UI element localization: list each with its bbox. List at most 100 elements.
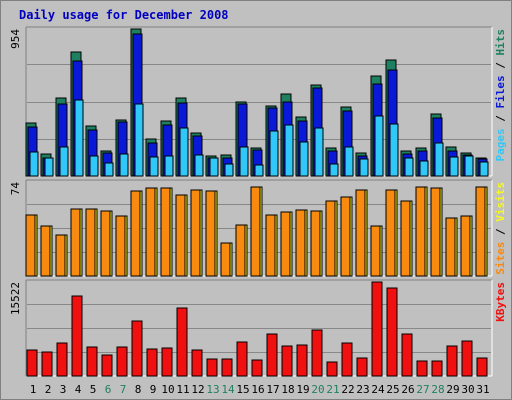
pages-bar-day-18 <box>284 124 294 177</box>
sites-bar-day-2 <box>40 225 51 277</box>
day-label: 26 <box>401 383 414 396</box>
day-label: 10 <box>161 383 174 396</box>
sites-bar-day-14 <box>220 242 231 277</box>
pages-bar-day-30 <box>464 155 474 177</box>
top-panel: 954 Pages / Files / Hits <box>9 26 507 177</box>
pages-bar-day-20 <box>314 127 324 177</box>
day-label: 14 <box>221 383 235 396</box>
chart-title: Daily usage for December 2008 <box>19 8 229 22</box>
middle-legend-part-0: Sites <box>494 242 507 275</box>
pages-bar-day-25 <box>389 123 399 177</box>
pages-bar-day-21 <box>329 163 339 177</box>
day-label: 3 <box>60 383 67 396</box>
kbytes-bar-day-17 <box>266 333 278 377</box>
pages-bar-day-4 <box>74 99 84 177</box>
pages-bar-day-2 <box>44 157 54 177</box>
day-label: 13 <box>206 383 219 396</box>
kbytes-bar-day-6 <box>101 354 113 377</box>
kbytes-bar-day-10 <box>161 347 173 377</box>
kbytes-bar-day-28 <box>431 360 443 377</box>
sites-bar-day-19 <box>295 209 306 277</box>
sites-bar-day-13 <box>205 190 216 277</box>
sites-bar-day-22 <box>340 196 351 277</box>
kbytes-bar-day-2 <box>41 351 53 377</box>
pages-bar-day-22 <box>344 146 354 177</box>
sites-bar-day-30 <box>460 215 471 277</box>
pages-bar-day-19 <box>299 141 309 177</box>
sites-bar-day-12 <box>190 189 201 277</box>
top-series-legend: Pages / Files / Hits <box>494 29 507 162</box>
pages-bar-day-16 <box>254 164 264 177</box>
day-label: 24 <box>371 383 385 396</box>
pages-bar-day-6 <box>104 162 114 177</box>
kbytes-bar-day-13 <box>206 358 218 377</box>
kbytes-bar-day-29 <box>446 345 458 377</box>
kbytes-bar-day-23 <box>356 357 368 377</box>
day-label: 29 <box>446 383 459 396</box>
pages-bar-day-23 <box>359 158 369 177</box>
pages-bar-day-26 <box>404 157 414 177</box>
pages-bar-day-15 <box>239 146 249 177</box>
day-label: 5 <box>90 383 97 396</box>
day-label: 18 <box>281 383 294 396</box>
kbytes-bar-day-30 <box>461 340 473 377</box>
middle-legend-part-2: Visits <box>494 182 507 222</box>
top-legend-part-1: / <box>494 109 507 129</box>
day-label: 22 <box>341 383 354 396</box>
day-label: 17 <box>266 383 279 396</box>
pages-bar-day-29 <box>449 156 459 177</box>
sites-bar-day-18 <box>280 211 291 277</box>
top-legend-part-2: Files <box>494 75 507 108</box>
kbytes-bar-day-27 <box>416 360 428 377</box>
day-label: 16 <box>251 383 264 396</box>
pages-bar-day-5 <box>89 155 99 177</box>
kbytes-bar-day-8 <box>131 320 143 377</box>
sites-bar-day-25 <box>385 189 396 277</box>
kbytes-bar-day-11 <box>176 307 188 377</box>
day-label: 4 <box>75 383 82 396</box>
kbytes-bar-day-1 <box>26 349 38 377</box>
pages-bar-day-10 <box>164 155 174 177</box>
day-label: 25 <box>386 383 399 396</box>
pages-bar-day-7 <box>119 153 129 177</box>
middle-series-sites <box>25 186 486 277</box>
kbytes-bar-day-15 <box>236 341 248 377</box>
kbytes-bar-day-24 <box>371 281 383 377</box>
kbytes-bar-day-7 <box>116 346 128 377</box>
pages-bar-day-13 <box>209 157 219 177</box>
sites-bar-day-26 <box>400 200 411 277</box>
day-label: 6 <box>105 383 112 396</box>
top-legend-part-3: / <box>494 56 507 76</box>
x-axis-day-labels: 1 2 3 4 5 6 7 8 9 10 11 12 13 14 15 16 17 18 19 20 21 22 23 24 2… <box>30 383 490 396</box>
sites-bar-day-24 <box>370 225 381 277</box>
pages-bar-day-17 <box>269 130 279 177</box>
day-label: 1 <box>30 383 37 396</box>
day-label: 21 <box>326 383 339 396</box>
sites-bar-day-29 <box>445 217 456 277</box>
kbytes-bar-day-31 <box>476 357 488 377</box>
day-label: 23 <box>356 383 369 396</box>
pages-bar-day-14 <box>224 163 234 177</box>
top-ymax-label: 954 <box>9 29 22 49</box>
kbytes-bar-day-9 <box>146 348 158 377</box>
sites-bar-day-11 <box>175 194 186 277</box>
sites-bar-day-4 <box>70 208 81 277</box>
sites-bar-day-7 <box>115 215 126 277</box>
bottom-panel: 15522 KBytes <box>9 279 507 377</box>
day-label: 8 <box>135 383 142 396</box>
chart-panels: 954 Pages / Files / Hits 74 Sites / Visits 1… <box>9 26 507 377</box>
sites-bar-day-6 <box>100 210 111 277</box>
kbytes-bar-day-4 <box>71 295 83 377</box>
pages-bar-day-27 <box>419 160 429 177</box>
top-legend-part-4: Hits <box>494 29 507 56</box>
bottom-legend-part-0: KBytes <box>494 282 507 322</box>
middle-legend-part-1: / <box>494 222 507 242</box>
sites-bar-day-1 <box>25 214 36 277</box>
pages-bar-day-8 <box>134 103 144 177</box>
sites-bar-day-23 <box>355 189 366 277</box>
pages-bar-day-9 <box>149 156 159 177</box>
pages-bar-day-11 <box>179 127 189 177</box>
kbytes-bar-day-12 <box>191 349 203 377</box>
kbytes-bar-day-26 <box>401 333 413 377</box>
